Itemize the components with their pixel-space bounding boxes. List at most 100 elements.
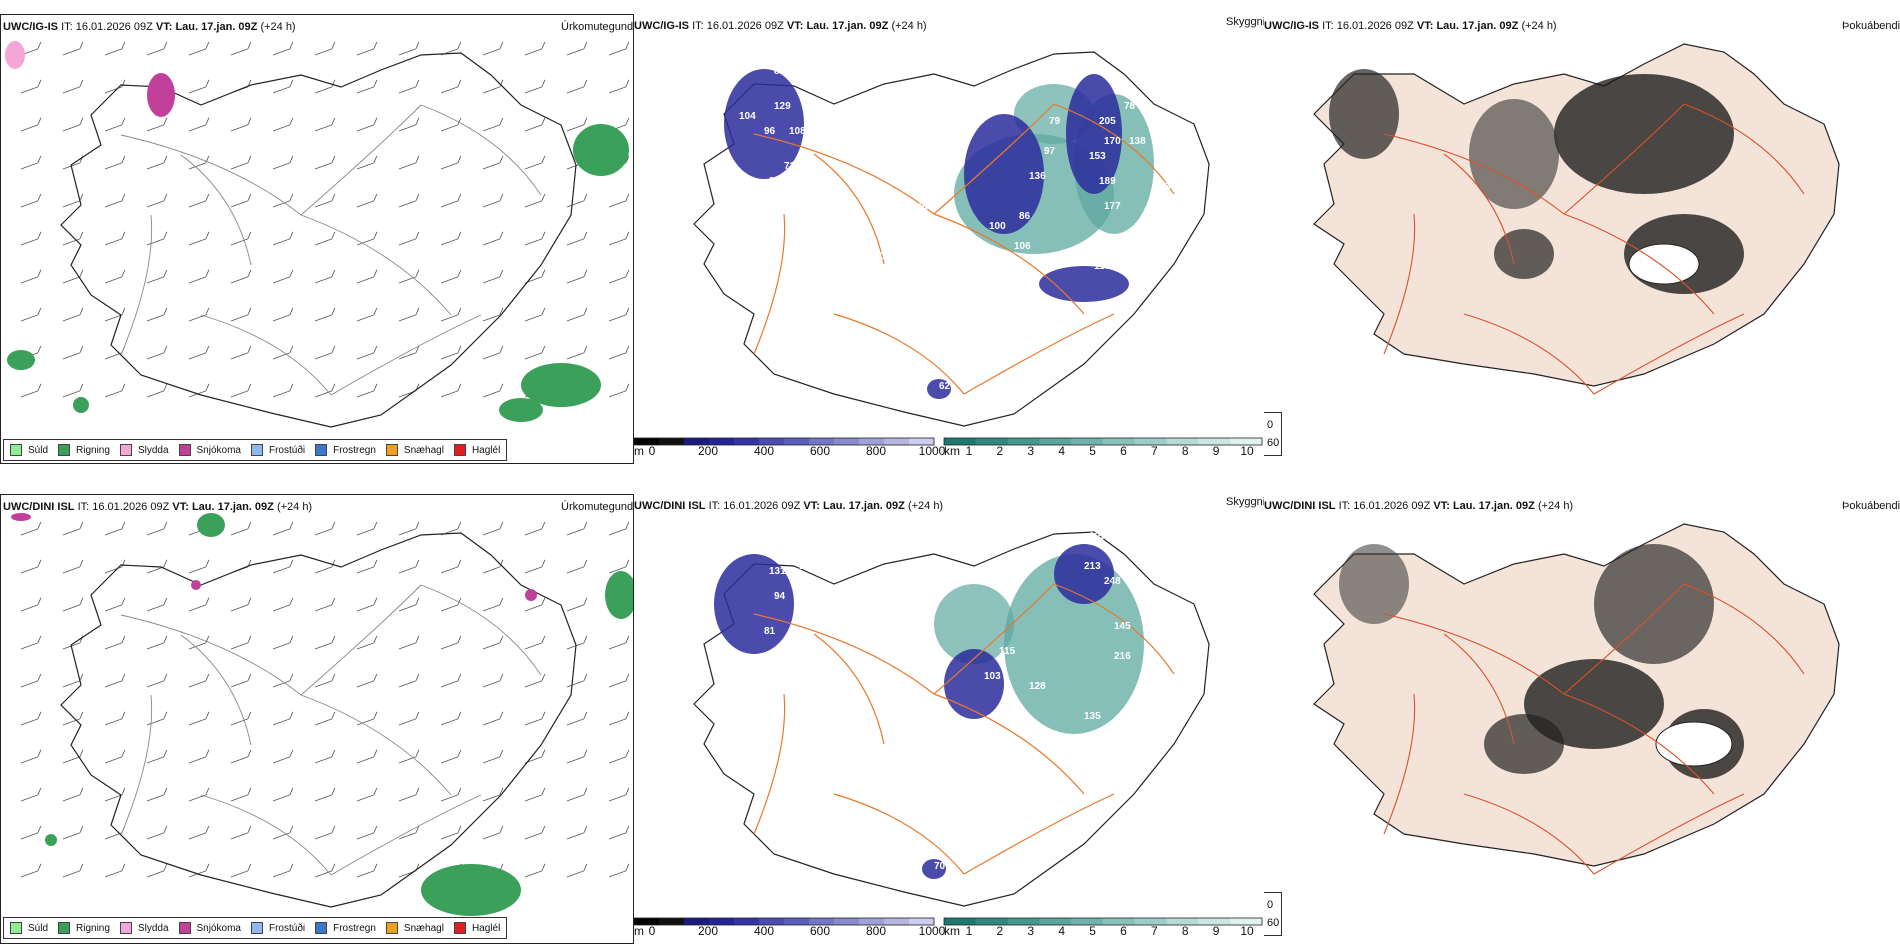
wind-barb bbox=[230, 390, 249, 398]
fog-map-canvas bbox=[1313, 523, 1840, 875]
snow-depth-label: 153 bbox=[1089, 151, 1106, 162]
fog-map-row1: UWC/IG-IS IT: 16.01.2026 09Z VT: Lau. 17… bbox=[1264, 14, 1900, 464]
colorbar-tick-label: 1 bbox=[965, 444, 973, 458]
elevation-color-bin bbox=[709, 438, 735, 445]
vt-prefix: VT: bbox=[786, 20, 804, 32]
road bbox=[200, 314, 332, 396]
precip-sleet-blob bbox=[5, 41, 25, 69]
wind-barb bbox=[20, 680, 39, 688]
legend-swatch bbox=[385, 922, 398, 934]
legend-item: Haglél bbox=[453, 922, 500, 934]
wind-barb bbox=[314, 566, 333, 574]
fog-map-row2: UWC/DINI ISL IT: 16.01.2026 09Z VT: Lau.… bbox=[1264, 494, 1900, 944]
wind-barb bbox=[566, 718, 585, 726]
wind-barb bbox=[608, 390, 627, 398]
wind-barb bbox=[62, 566, 81, 574]
wind-barb bbox=[608, 832, 627, 840]
wind-barb bbox=[230, 794, 249, 802]
visibility-title: Skyggni bbox=[1226, 16, 1264, 28]
visibility-color-bin bbox=[1039, 438, 1072, 445]
legend-swatch bbox=[250, 444, 263, 456]
wind-barb bbox=[62, 352, 81, 360]
wind-barb bbox=[20, 604, 39, 612]
wind-barb bbox=[482, 124, 501, 132]
wind-barb bbox=[62, 718, 81, 726]
wind-barb bbox=[272, 528, 291, 536]
colorbar-tick-label: 2 bbox=[996, 924, 1004, 938]
wind-barb bbox=[20, 870, 39, 878]
wind-barb bbox=[188, 48, 207, 56]
snow-depth-label: 105 bbox=[1139, 591, 1156, 602]
wind-barb bbox=[356, 832, 375, 840]
wind-barb bbox=[608, 794, 627, 802]
wind-barb bbox=[356, 86, 375, 94]
elevation-color-bin bbox=[884, 918, 910, 925]
precip-rain-blobs bbox=[7, 124, 629, 422]
legend-item: Frostregn bbox=[315, 922, 376, 934]
road bbox=[120, 214, 153, 356]
visibility-color-bin bbox=[1134, 918, 1168, 925]
colorbar-tick-label: 800 bbox=[865, 444, 887, 458]
panel-header: UWC/IG-IS IT: 16.01.2026 09Z VT: Lau. 17… bbox=[1264, 20, 1557, 33]
snow-depth-label: 189 bbox=[1099, 176, 1116, 187]
wind-barb bbox=[356, 352, 375, 360]
road bbox=[120, 694, 153, 836]
colorbar-tick-label: 7 bbox=[1150, 924, 1158, 938]
colorbar-tick-label: 1 bbox=[965, 924, 973, 938]
wind-barb bbox=[272, 604, 291, 612]
road bbox=[1563, 693, 1715, 795]
colorbar-tick-label: 5 bbox=[1089, 924, 1096, 938]
wind-barb bbox=[188, 566, 207, 574]
wind-barb bbox=[566, 314, 585, 322]
wind-barb bbox=[608, 48, 627, 56]
visibility-color-bin bbox=[1230, 918, 1263, 925]
wind-barb bbox=[524, 680, 543, 688]
wind-barb bbox=[62, 86, 81, 94]
snow-depth-label: 97 bbox=[1044, 146, 1056, 157]
road bbox=[300, 214, 452, 316]
colorbar-tick-label: 3 bbox=[1027, 444, 1035, 458]
wind-barb bbox=[272, 832, 291, 840]
colorbar-tick-label: 6 bbox=[1120, 924, 1127, 938]
wind-barb bbox=[314, 604, 333, 612]
wind-barb bbox=[188, 604, 207, 612]
wind-barb bbox=[566, 352, 585, 360]
it-prefix: IT: bbox=[708, 500, 721, 512]
road bbox=[420, 104, 542, 196]
precip-snow-blob bbox=[525, 589, 537, 601]
vt-time: Lau. 17.jan. 09Z bbox=[822, 500, 905, 512]
wind-barb bbox=[62, 238, 81, 246]
wind-barb bbox=[566, 124, 585, 132]
road bbox=[813, 633, 885, 745]
wind-barb bbox=[566, 86, 585, 94]
wind-barb bbox=[314, 276, 333, 284]
elevation-color-bin bbox=[859, 438, 885, 445]
precip-rain-blobs bbox=[45, 513, 633, 916]
colorbars bbox=[634, 437, 1263, 446]
wind-barb bbox=[608, 314, 627, 322]
wind-barb bbox=[482, 642, 501, 650]
wind-barb bbox=[20, 756, 39, 764]
wind-barb bbox=[62, 528, 81, 536]
elevation-color-bin bbox=[834, 438, 860, 445]
precip-title: Úrkomutegund bbox=[561, 21, 634, 33]
colorbar-tick-label: 800 bbox=[865, 924, 887, 938]
wind-barb bbox=[314, 642, 333, 650]
wind-barb bbox=[272, 314, 291, 322]
elevation-color-bin bbox=[809, 918, 835, 925]
visibility-color-bin bbox=[944, 918, 977, 925]
wind-barb bbox=[62, 680, 81, 688]
road bbox=[963, 793, 1115, 875]
elevation-color-bin bbox=[859, 918, 885, 925]
road bbox=[1383, 693, 1416, 835]
wind-barb bbox=[188, 86, 207, 94]
wind-barb bbox=[230, 238, 249, 246]
wind-barb bbox=[398, 642, 417, 650]
wind-barb bbox=[440, 756, 459, 764]
elevation-color-bin bbox=[659, 438, 685, 445]
road bbox=[813, 153, 885, 265]
road bbox=[1593, 313, 1745, 395]
visibility-color-bin bbox=[975, 918, 1009, 925]
wind-barb bbox=[104, 314, 123, 322]
